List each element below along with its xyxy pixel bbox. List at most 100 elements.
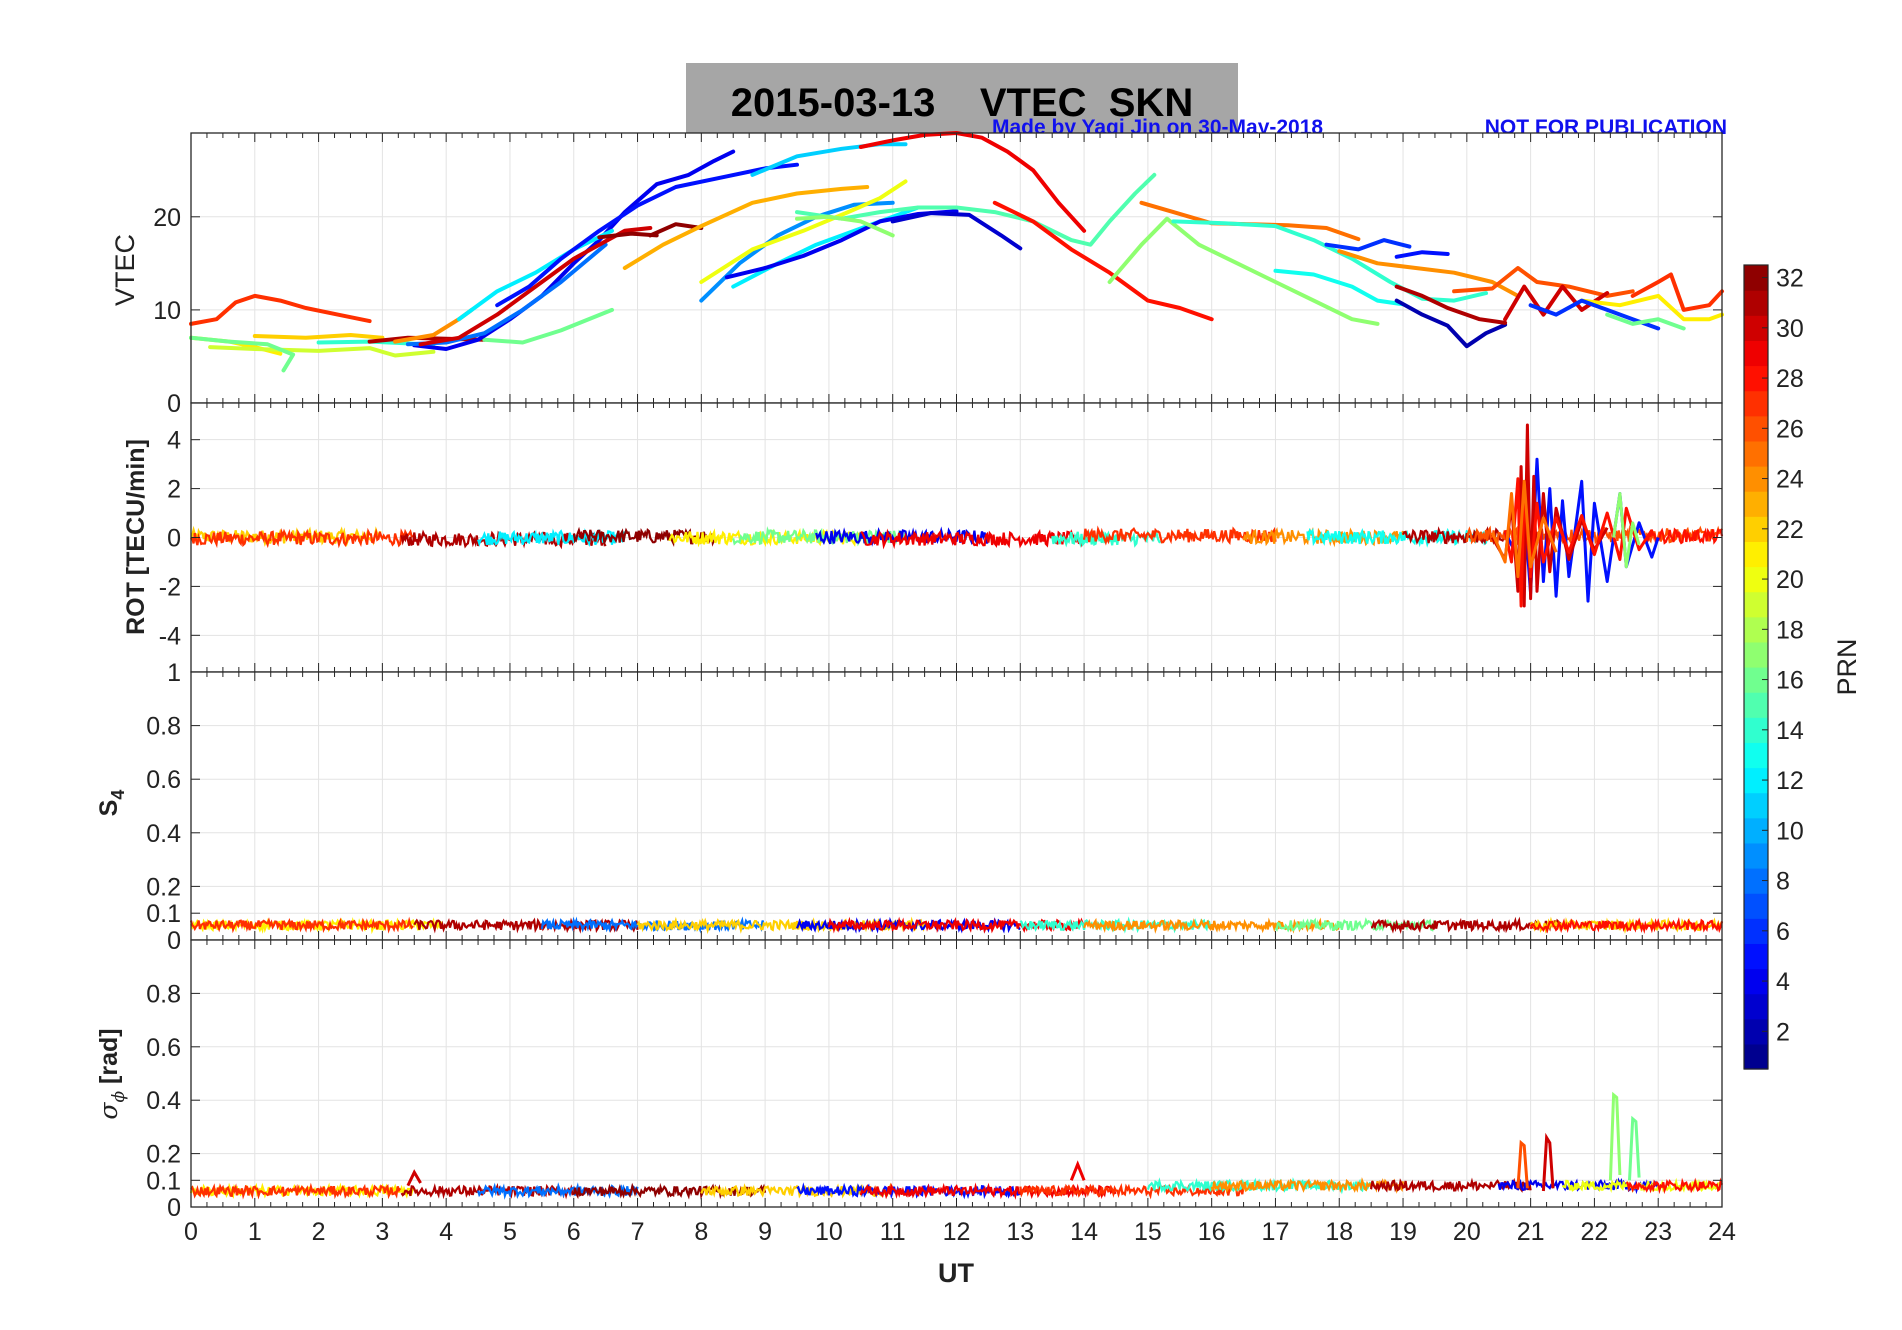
- rot-series-prn-25: [1490, 479, 1558, 579]
- s4-y-tick-label: 0.6: [146, 766, 181, 794]
- colorbar-tick-label: 28: [1776, 365, 1804, 393]
- vtec-series-prn-6: [1528, 298, 1661, 331]
- x-tick-label: 16: [1198, 1218, 1226, 1246]
- colorbar-segment: [1744, 842, 1768, 869]
- x-tick-label: 18: [1325, 1218, 1353, 1246]
- vtec-series-prn-28: [992, 200, 1214, 322]
- colorbar-segment: [1744, 792, 1768, 819]
- colorbar-tick-label: 26: [1776, 415, 1804, 443]
- colorbar-tick-label: 30: [1776, 315, 1804, 343]
- colorbar-tick-label: 16: [1776, 667, 1804, 695]
- x-tick-label: 17: [1262, 1218, 1290, 1246]
- colorbar-frame: [1743, 264, 1769, 1070]
- vtec-series-prn-30: [1503, 284, 1610, 322]
- colorbar-segment: [1744, 541, 1768, 568]
- s4-series: [189, 916, 1724, 935]
- vtec-series-prn-5: [495, 162, 799, 308]
- rot-y-tick-label: 4: [167, 427, 181, 455]
- colorbar-segment: [1744, 993, 1768, 1020]
- colorbar-segment: [1744, 591, 1768, 618]
- sigma-spike-prn-17: [1608, 1091, 1622, 1181]
- colorbar-tick-label: 32: [1776, 265, 1804, 293]
- x-tick-label: 6: [567, 1218, 581, 1246]
- vtec-series-prn-31: [1394, 284, 1508, 325]
- colorbar-label: PRN: [1832, 638, 1862, 695]
- colorbar-segment: [1744, 440, 1768, 467]
- sigma-spike-prn-30: [406, 1169, 422, 1187]
- vtec-series-prn-16: [1605, 312, 1686, 331]
- vtec-series-prn-11: [750, 142, 908, 177]
- vtec-series-prn-22: [252, 333, 385, 340]
- vtec-series-prn-12: [456, 228, 614, 322]
- vtec-series-prn-2: [1394, 298, 1508, 349]
- colorbar-tick-label: 2: [1776, 1018, 1790, 1046]
- s4-panel: 00.10.2 0.4 0.6 0.8 1: [146, 659, 1724, 955]
- sigma-symbol: σ: [94, 1102, 123, 1120]
- colorbar-tick-label: 22: [1776, 516, 1804, 544]
- x-tick-label: 20: [1453, 1218, 1481, 1246]
- s4-y-tick-label: 0.2: [146, 873, 181, 901]
- vtec-series-prn-15: [795, 172, 1157, 247]
- colorbar-tick-label: 24: [1776, 466, 1804, 494]
- vtec-y-tick-label: 10: [153, 297, 181, 325]
- colorbar-tick-label: 8: [1776, 868, 1790, 896]
- vtec-series-prn-6: [1324, 238, 1412, 252]
- s4-noise-prn-28: [1529, 917, 1724, 935]
- colorbar-tick-label: 14: [1776, 717, 1804, 745]
- vtec-series-prn-23: [622, 185, 870, 270]
- s4-y-tick-label: 0: [167, 927, 181, 955]
- x-tick-label: 2: [312, 1218, 326, 1246]
- sigma-spike-prn-30: [1541, 1132, 1555, 1192]
- x-tick-label: 8: [694, 1218, 708, 1246]
- s4-y-tick-label: 1: [167, 659, 181, 687]
- colorbar-tick-label: 6: [1776, 918, 1790, 946]
- sig-noise-prn-5: [796, 1182, 1021, 1200]
- rot-noise-prn-29: [860, 528, 1085, 550]
- rad-unit: [rad]: [95, 1028, 123, 1091]
- x-tick-label: 4: [439, 1218, 453, 1246]
- sigma-spike-prn-26: [1516, 1139, 1529, 1189]
- s4-y-tick-label: 0.4: [146, 820, 181, 848]
- colorbar-segment: [1744, 491, 1768, 517]
- vtec-series-prn-32: [648, 222, 704, 238]
- colorbar-segment: [1744, 641, 1768, 668]
- colorbar-segment: [1744, 893, 1768, 919]
- rot-series: [189, 423, 1724, 608]
- x-tick-label: 14: [1070, 1218, 1098, 1246]
- colorbar-tick-label: 20: [1776, 566, 1804, 594]
- x-tick-label: 13: [1006, 1218, 1034, 1246]
- sig-y-tick-label: 0.1: [146, 1167, 181, 1195]
- rot-y-tick-label: 0: [167, 525, 181, 553]
- sigma-phi-axis-label: σϕ [rad]: [94, 1028, 129, 1119]
- sig-noise-prn-32: [572, 1182, 767, 1200]
- colorbar-segment: [1744, 290, 1768, 316]
- x-axis-label: UT: [938, 1258, 974, 1288]
- vtec-series-prn-26: [1452, 266, 1635, 298]
- rot-noise-prn-13: [1306, 527, 1500, 548]
- vtec-series-prn-29: [858, 131, 1087, 233]
- rot-panel: -4 -2 0 2 4: [159, 402, 1724, 673]
- sig-y-tick-label: 0.6: [146, 1034, 181, 1062]
- vtec-panel: 0 10 20: [153, 131, 1724, 418]
- vtec-series-prn-13: [1273, 268, 1405, 307]
- vtec-series-prn-27: [189, 293, 372, 326]
- x-tick-label: 23: [1644, 1218, 1672, 1246]
- x-tick-label: 22: [1581, 1218, 1609, 1246]
- colorbar-segment: [1744, 1043, 1768, 1070]
- colorbar-segment: [1744, 390, 1768, 417]
- colorbar-segment: [1744, 340, 1768, 367]
- vtec-series-prn-17: [1107, 216, 1380, 326]
- vtec-axis-label: VTEC: [110, 234, 140, 306]
- s4-noise-prn-27: [189, 916, 414, 934]
- s4-y-tick-label: 0.1: [146, 900, 181, 928]
- rot-noise-prn-16: [732, 526, 907, 547]
- vtec-series-prn-17: [795, 214, 895, 238]
- rot-y-tick-label: -4: [159, 622, 181, 650]
- x-tick-label: 10: [815, 1218, 843, 1246]
- rot-noise-prn-32: [572, 526, 716, 548]
- vtec-series-prn-3: [890, 211, 1023, 251]
- x-tick-label: 15: [1134, 1218, 1162, 1246]
- x-tick-label: 7: [631, 1218, 645, 1246]
- vtec-series-prn-16: [189, 335, 296, 373]
